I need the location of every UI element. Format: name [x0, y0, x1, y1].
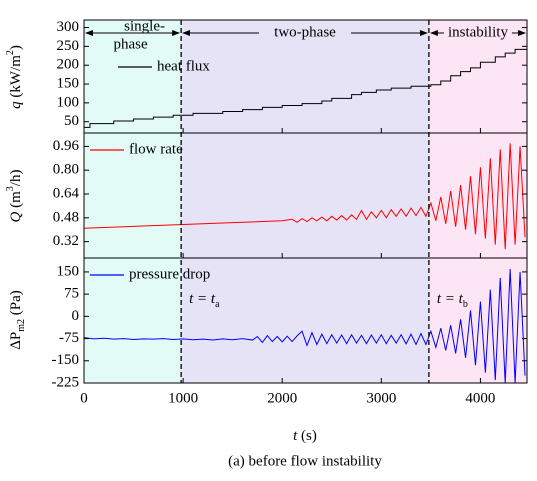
- y-axis-label: ΔPm2 (Pa): [8, 290, 27, 350]
- panel-frame: [83, 257, 528, 384]
- y-tick-label: 0.48: [53, 209, 79, 225]
- x-axis-label: t (s): [293, 428, 317, 444]
- data-line: [83, 143, 526, 250]
- boundary-label-sub: b: [463, 299, 468, 310]
- legend-label: flow rate: [129, 141, 183, 157]
- y-axis-label: Q (m3/h): [5, 170, 24, 223]
- x-tick-label: 1000: [168, 390, 198, 406]
- caption: (a) before flow instability: [228, 453, 382, 469]
- region: [181, 20, 429, 383]
- region-label: instability: [448, 24, 509, 40]
- y-tick-label: -150: [52, 352, 80, 368]
- y-tick-label: 250: [57, 38, 80, 54]
- region: [84, 20, 182, 383]
- x-tick-label: 2000: [267, 390, 297, 406]
- legend-label: pressure drop: [129, 266, 210, 282]
- boundary-label: t = ta: [189, 291, 220, 310]
- backgrounds: [84, 20, 527, 383]
- region-label: two-phase: [274, 24, 336, 40]
- boundary-label-text: t = t: [437, 291, 464, 307]
- y-tick-label: 0: [72, 308, 80, 324]
- y-tick-label: 0.96: [53, 138, 80, 154]
- data-line: [83, 268, 526, 384]
- x-tick-label: 4000: [465, 390, 495, 406]
- boundary-label-sub: a: [215, 299, 220, 310]
- y-axis-label: q (kW/m2): [5, 45, 24, 109]
- region-label: phase: [113, 36, 147, 52]
- x-tick-label: 0: [80, 390, 88, 406]
- y-tick-label: -225: [52, 374, 80, 390]
- y-tick-label: 0.32: [53, 233, 79, 249]
- y-tick-label: 50: [64, 113, 79, 129]
- boundary-label: t = tb: [437, 291, 468, 310]
- y-tick-label: 75: [64, 286, 79, 302]
- y-tick-label: 0.80: [53, 162, 79, 178]
- data-line: [84, 48, 527, 128]
- y-tick-label: 0.64: [53, 185, 80, 201]
- y-tick-label: 300: [57, 19, 80, 35]
- y-tick-label: -75: [59, 330, 79, 346]
- y-tick-label: 200: [57, 57, 80, 73]
- y-tick-label: 100: [57, 94, 80, 110]
- y-tick-label: 150: [57, 75, 80, 91]
- y-tick-label: 150: [57, 263, 80, 279]
- x-tick-label: 3000: [366, 390, 396, 406]
- boundary-label-text: t = t: [189, 291, 216, 307]
- legend-label: heat flux: [157, 58, 210, 74]
- region-label: single-: [124, 18, 165, 34]
- plots: [83, 48, 527, 384]
